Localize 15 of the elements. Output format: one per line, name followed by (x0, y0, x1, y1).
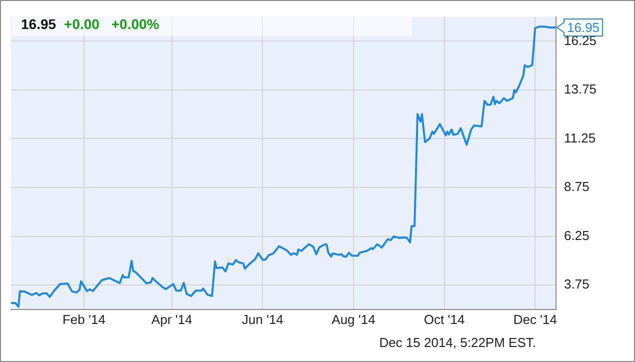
annotation: 16.95 (567, 20, 600, 36)
x-tick-label: Aug '14 (332, 312, 376, 327)
x-tick-label: Jun '14 (242, 312, 284, 327)
chart-title: 16.95 (21, 16, 56, 32)
x-tick-label: Oct '14 (424, 312, 465, 327)
y-tick-label: 11.25 (564, 130, 596, 146)
y-tick-label: 3.75 (564, 276, 590, 292)
x-tick-label: Apr '14 (151, 312, 192, 327)
y-tick-label: 6.25 (564, 228, 590, 243)
chart-subtitle: +0.00 +0.00% (64, 16, 160, 32)
y-tick-label: 13.75 (564, 82, 597, 97)
y-tick-label: 8.75 (564, 179, 590, 194)
x-tick-label: Dec '14 (513, 312, 557, 327)
x-tick-label: Feb '14 (62, 312, 106, 327)
text: Dec 15 2014, 5:22PM EST. (379, 335, 536, 350)
